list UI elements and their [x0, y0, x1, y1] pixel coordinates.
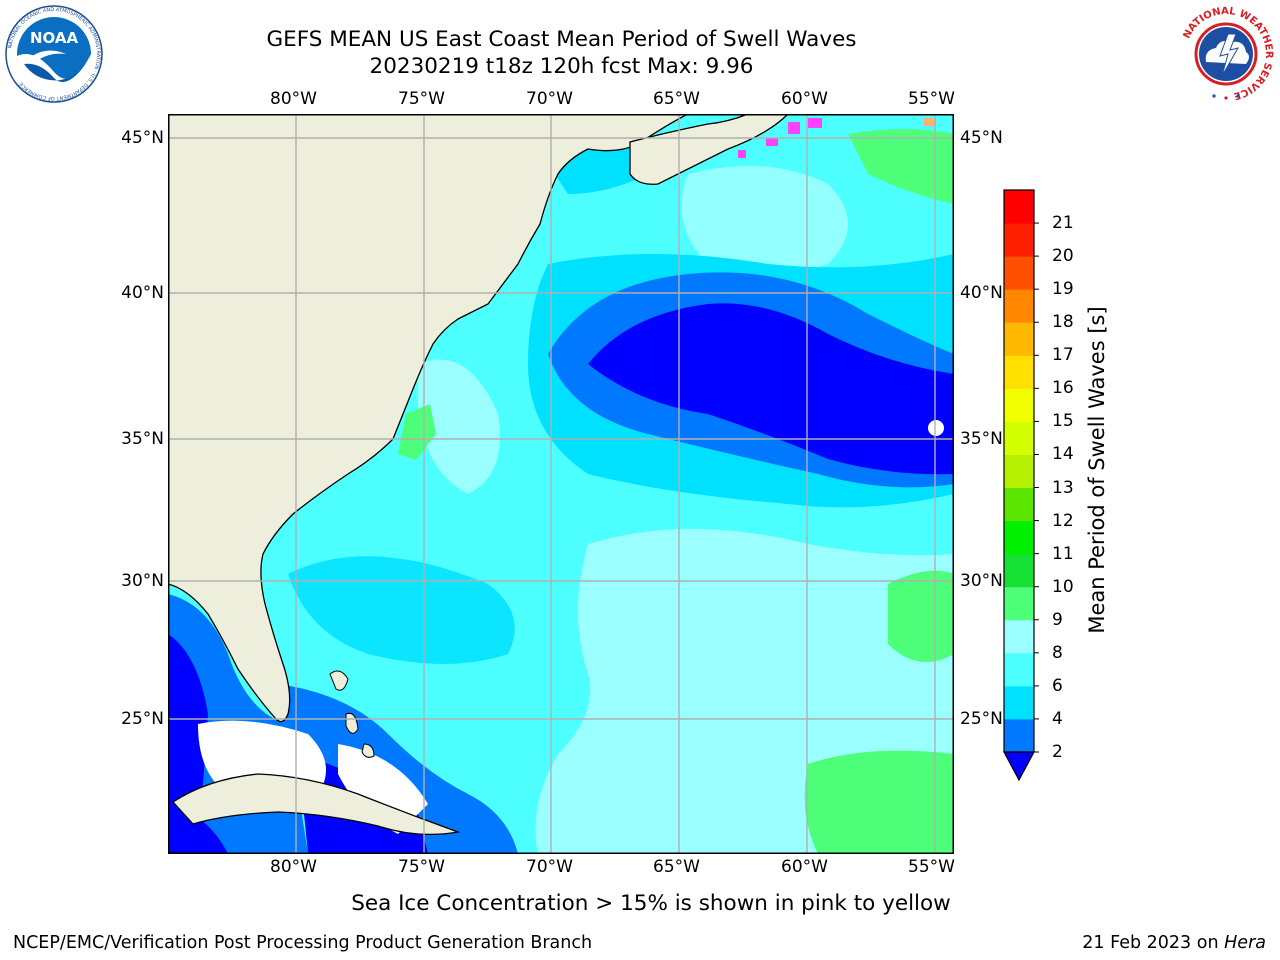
lat-tick-right: 35°N — [960, 429, 1003, 449]
colorbar-tick-label: 4 — [1052, 708, 1063, 729]
lat-tick-right: 25°N — [960, 709, 1003, 729]
footer-machine: Hera — [1224, 933, 1266, 953]
lon-tick-top: 80°W — [270, 89, 317, 109]
colorbar-tick-label: 10 — [1052, 576, 1074, 597]
lat-tick-left: 30°N — [121, 571, 164, 591]
colorbar-band — [1004, 256, 1034, 290]
chart-subtitle: 20230219 t18z 120h fcst Max: 9.96 — [369, 54, 754, 79]
colorbar-band — [1004, 223, 1034, 257]
footer-organization: NCEP/EMC/Verification Post Processing Pr… — [13, 933, 593, 953]
noaa-logo: NOAA NATIONAL OCEANIC AND ATMOSPHERIC AD… — [5, 5, 103, 103]
lon-tick-top: 75°W — [398, 89, 445, 109]
lat-tick-right: 45°N — [960, 128, 1003, 148]
footer-timestamp: 21 Feb 2023 on Hera — [1082, 933, 1266, 953]
land-cuba — [172, 773, 461, 836]
lat-tick-left: 40°N — [121, 283, 164, 303]
svg-text:NOAA: NOAA — [30, 29, 79, 47]
colorbar-band — [1004, 652, 1034, 687]
land-nova-scotia — [629, 114, 789, 185]
lon-tick-top: 70°W — [526, 89, 573, 109]
colorbar-extend-min — [1002, 751, 1036, 782]
colorbar-tick-label: 13 — [1052, 477, 1074, 498]
lat-tick-right: 30°N — [960, 571, 1003, 591]
colorbar-tick-label: 18 — [1052, 312, 1074, 333]
colorbar-band — [1004, 322, 1034, 356]
colorbar-tick-label: 2 — [1052, 742, 1063, 762]
lat-tick-left: 35°N — [121, 429, 164, 449]
colorbar-band — [1004, 454, 1034, 489]
lon-tick-bottom: 65°W — [653, 857, 700, 877]
map-gridlines — [168, 114, 954, 854]
colorbar-tick-label: 12 — [1052, 510, 1074, 531]
colorbar-band — [1004, 190, 1034, 224]
lat-tick-right: 40°N — [960, 283, 1003, 303]
lon-tick-top: 55°W — [908, 89, 955, 109]
lon-tick-bottom: 55°W — [908, 857, 955, 877]
colorbar-band — [1004, 685, 1034, 720]
colorbar-band — [1004, 553, 1034, 588]
colorbar-tick-label: 9 — [1052, 609, 1063, 630]
colorbar-tick-label: 15 — [1052, 411, 1074, 432]
lon-tick-top: 65°W — [653, 89, 700, 109]
colorbar-band — [1004, 355, 1034, 389]
colorbar-tick-label: 14 — [1052, 444, 1074, 465]
colorbar-tick-label: 8 — [1052, 642, 1063, 663]
colorbar-label: Mean Period of Swell Waves [s] — [1085, 306, 1109, 634]
colorbar-tick-label: 20 — [1052, 246, 1074, 267]
colorbar-band — [1004, 289, 1034, 323]
colorbar-tick-label: 19 — [1052, 279, 1074, 300]
sea-ice-note: Sea Ice Concentration > 15% is shown in … — [0, 891, 1280, 916]
nws-logo: NATIONAL WEATHER SERVICE — [1178, 6, 1274, 102]
colorbar-tick-label: 21 — [1052, 213, 1074, 234]
lon-tick-bottom: 60°W — [781, 857, 828, 877]
lon-tick-top: 60°W — [781, 89, 828, 109]
sea-ice-note-text: Sea Ice Concentration > 15% is shown in … — [351, 891, 951, 916]
colorbar-band — [1004, 388, 1034, 422]
lon-tick-bottom: 75°W — [398, 857, 445, 877]
footer-date: 21 Feb 2023 on — [1082, 933, 1219, 953]
lon-tick-bottom: 70°W — [526, 857, 573, 877]
colorbar — [1002, 189, 1039, 782]
colorbar-tick-label: 11 — [1052, 543, 1074, 564]
colorbar-band — [1004, 586, 1034, 621]
lat-tick-left: 45°N — [121, 128, 164, 148]
lon-tick-bottom: 80°W — [270, 857, 317, 877]
chart-title: GEFS MEAN US East Coast Mean Period of S… — [266, 27, 857, 52]
colorbar-band — [1004, 421, 1034, 455]
map-plot — [168, 114, 954, 854]
colorbar-tick-label: 6 — [1052, 675, 1063, 696]
colorbar-band — [1004, 520, 1034, 555]
map-frame — [168, 114, 954, 854]
colorbar-band — [1004, 619, 1034, 654]
colorbar-band — [1004, 487, 1034, 522]
colorbar-band — [1004, 718, 1034, 753]
lat-tick-left: 25°N — [121, 709, 164, 729]
colorbar-tick-label: 17 — [1052, 345, 1074, 366]
colorbar-tick-label: 16 — [1052, 378, 1074, 399]
